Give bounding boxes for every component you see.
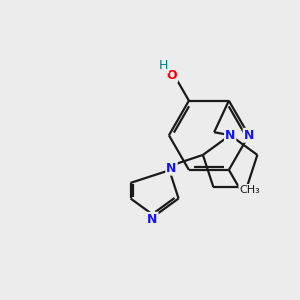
Text: N: N xyxy=(244,129,254,142)
Text: CH₃: CH₃ xyxy=(239,185,260,195)
Text: N: N xyxy=(225,129,235,142)
Text: N: N xyxy=(166,162,177,175)
Text: H: H xyxy=(159,59,168,72)
Text: O: O xyxy=(167,69,177,82)
Text: N: N xyxy=(147,213,158,226)
